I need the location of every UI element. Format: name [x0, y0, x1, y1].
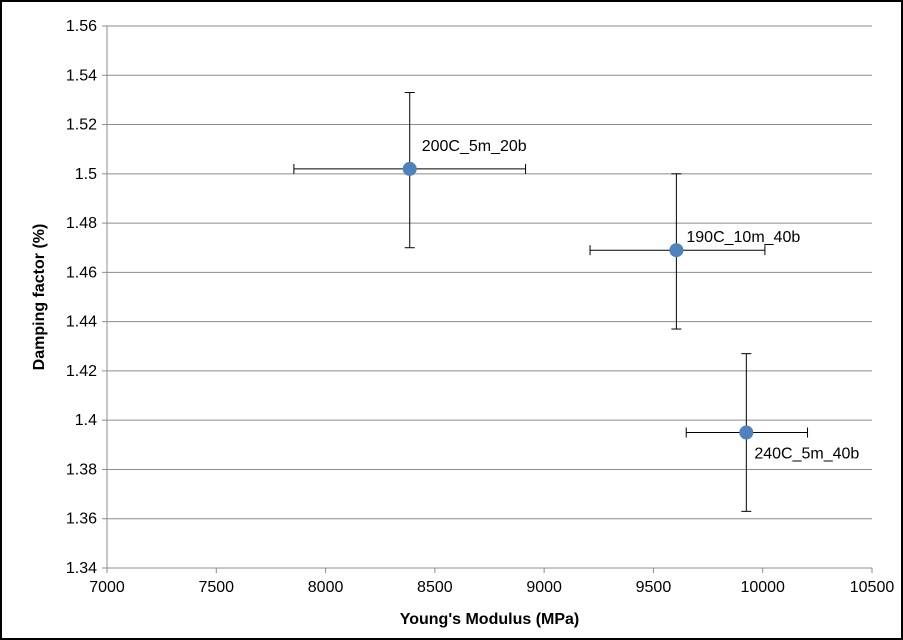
axes	[102, 25, 873, 573]
data-point-marker	[739, 425, 754, 440]
x-tick-label: 10000	[740, 579, 785, 596]
x-axis-title: Young's Modulus (MPa)	[400, 611, 580, 628]
y-tick-label: 1.52	[66, 117, 97, 134]
data-point-label: 200C_5m_20b	[422, 138, 527, 155]
y-tick-label: 1.5	[75, 166, 97, 183]
x-tick-label: 8500	[417, 579, 453, 596]
data-point-group: 190C_10m_40b	[589, 173, 800, 330]
data-point-group: 240C_5m_40b	[685, 353, 859, 512]
y-tick-label: 1.44	[66, 314, 97, 331]
x-tick-label: 9000	[526, 579, 562, 596]
gridlines	[107, 25, 872, 520]
y-tick-label: 1.38	[66, 461, 97, 478]
x-tick-label: 9500	[636, 579, 672, 596]
y-tick-label: 1.48	[66, 215, 97, 232]
x-tick-label: 8000	[308, 579, 344, 596]
y-tick-label: 1.54	[66, 67, 97, 84]
y-tick-label: 1.56	[66, 18, 97, 35]
y-tick-label: 1.46	[66, 264, 97, 281]
y-tick-label: 1.36	[66, 511, 97, 528]
data-points: 200C_5m_20b 190C_10m_40b 240C_5m_40b	[293, 92, 859, 512]
y-axis-title: Damping factor (%)	[31, 224, 48, 371]
x-tick-label: 7500	[198, 579, 234, 596]
x-tick-label: 7000	[89, 579, 125, 596]
data-point-group: 200C_5m_20b	[293, 92, 527, 249]
tick-labels: 1.34 1.36 1.38 1.4 1.42 1.44 1.46 1.48 1.5 1.52 1.…	[66, 18, 894, 596]
data-point-label: 190C_10m_40b	[686, 229, 800, 246]
x-tick-label: 10500	[850, 579, 895, 596]
data-point-marker	[669, 243, 684, 258]
data-point-marker	[402, 161, 417, 176]
data-point-label: 240C_5m_40b	[754, 446, 859, 463]
y-tick-label: 1.34	[66, 560, 97, 577]
y-tick-label: 1.4	[75, 412, 97, 429]
y-tick-label: 1.42	[66, 363, 97, 380]
